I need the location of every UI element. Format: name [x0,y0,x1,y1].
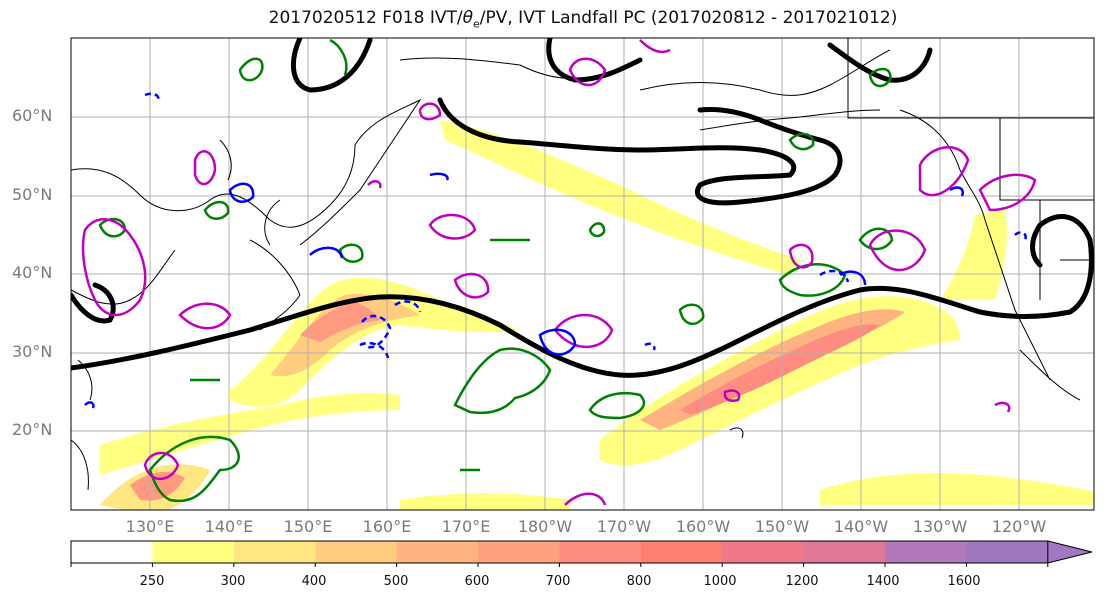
lon-label-150w: 150°W [754,517,810,536]
lon-label-170w: 170°W [596,517,652,536]
colorbar-label-600: 600 [464,574,490,589]
colorbar-segment [966,541,1049,563]
colorbar-segment [152,541,235,563]
lon-label-120w: 120°W [991,517,1047,536]
lon-label-130e: 130°E [125,517,175,536]
coastlines [71,38,1094,491]
ivt-shading [100,120,1094,510]
colorbar-segment [803,541,886,563]
lat-label-30n: 30°N [12,342,53,361]
colorbar-label-250: 250 [139,574,165,589]
lat-label-40n: 40°N [12,263,53,282]
colorbar-extend-arrow [1047,540,1093,564]
lon-label-170e: 170°E [441,517,491,536]
pv-positive-contours [81,39,1037,506]
colorbar-label-1200: 1200 [785,574,819,589]
colorbar-segment [315,541,398,563]
lon-label-140e: 140°E [204,517,254,536]
map-frame [70,37,1095,511]
colorbar-segment [478,541,560,563]
colorbar-label-800: 800 [626,574,652,589]
map-title: 2017020512 F018 IVT/θe/PV, IVT Landfall … [268,8,898,31]
lon-label-140w: 140°W [833,517,889,536]
lon-label-130w: 130°W [912,517,968,536]
colorbar-segment [640,541,723,563]
colorbar-segment [559,541,642,563]
colorbar-segment [233,541,316,563]
colorbar-label-500: 500 [383,574,409,589]
colorbar-label-300: 300 [220,574,246,589]
lon-label-150e: 150°E [283,517,333,536]
lat-label-50n: 50°N [12,185,53,204]
pv-negative-contours [84,92,1027,409]
lon-label-180w: 180°W [517,517,573,536]
colorbar-label-400: 400 [301,574,327,589]
colorbar-label-700: 700 [545,574,571,589]
colorbar-label-1400: 1400 [866,574,900,589]
colorbar-label-1600: 1600 [947,574,981,589]
lon-label-160w: 160°W [675,517,731,536]
theta-e-contours [98,38,894,503]
colorbar [70,540,1093,567]
lon-label-160e: 160°E [362,517,412,536]
lat-label-60n: 60°N [12,106,53,125]
colorbar-segment [885,541,967,563]
gridlines [71,38,1094,510]
colorbar-segment [71,541,153,563]
lat-label-20n: 20°N [12,420,53,439]
colorbar-segment [396,541,479,563]
colorbar-label-1000: 1000 [703,574,737,589]
colorbar-segment [722,541,805,563]
